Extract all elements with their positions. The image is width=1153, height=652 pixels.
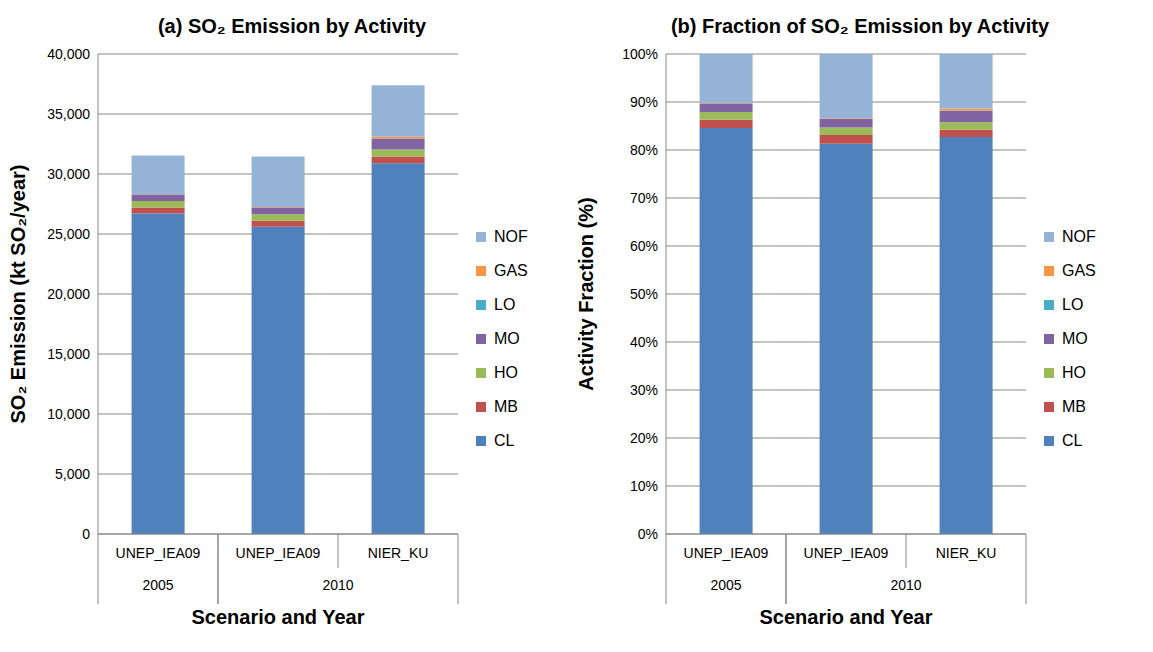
svg-text:0: 0 — [82, 526, 90, 542]
html-text:MB: MB — [1062, 398, 1086, 415]
html-text:MO: MO — [1062, 330, 1088, 347]
svg-text:80%: 80% — [630, 142, 658, 158]
svg-text:UNEP_IEA09: UNEP_IEA09 — [684, 545, 769, 561]
svg-text:2010: 2010 — [322, 577, 353, 593]
svg-text:35,000: 35,000 — [47, 106, 90, 122]
svg-text:20,000: 20,000 — [47, 286, 90, 302]
html-text:(a) SO₂ Emission by Activity: (a) SO₂ Emission by Activity — [157, 15, 427, 37]
svg-text:5,000: 5,000 — [55, 466, 90, 482]
html-text:GAS: GAS — [1062, 262, 1096, 279]
html-text:(b) Fraction of SO₂ Emission b: (b) Fraction of SO₂ Emission by Activity — [670, 15, 1050, 37]
svg-text:10%: 10% — [630, 478, 658, 494]
html-text:CL: CL — [1062, 432, 1083, 449]
svg-text:25,000: 25,000 — [47, 226, 90, 242]
svg-text:Scenario and Year: Scenario and Year — [191, 606, 364, 628]
svg-text:90%: 90% — [630, 94, 658, 110]
html-text:NOF: NOF — [1062, 228, 1096, 245]
svg-text:60%: 60% — [630, 238, 658, 254]
svg-text:NIER_KU: NIER_KU — [368, 545, 429, 561]
svg-text:30%: 30% — [630, 382, 658, 398]
svg-text:UNEP_IEA09: UNEP_IEA09 — [804, 545, 889, 561]
svg-text:50%: 50% — [630, 286, 658, 302]
svg-text:2010: 2010 — [890, 577, 921, 593]
html-text:MO: MO — [494, 330, 520, 347]
svg-text:40%: 40% — [630, 334, 658, 350]
html-text:CL: CL — [494, 432, 515, 449]
svg-text:0%: 0% — [638, 526, 658, 542]
svg-text:SO₂ Emission (kt SO₂/year): SO₂ Emission (kt SO₂/year) — [8, 165, 29, 424]
svg-text:UNEP_IEA09: UNEP_IEA09 — [236, 545, 321, 561]
svg-text:2005: 2005 — [142, 577, 173, 593]
svg-text:2005: 2005 — [710, 577, 741, 593]
svg-text:Activity Fraction (%): Activity Fraction (%) — [576, 197, 597, 390]
html-text:NOF: NOF — [494, 228, 528, 245]
svg-text:15,000: 15,000 — [47, 346, 90, 362]
svg-text:70%: 70% — [630, 190, 658, 206]
html-text:HO: HO — [1062, 364, 1086, 381]
html-text:LO: LO — [494, 296, 516, 313]
svg-text:10,000: 10,000 — [47, 406, 90, 422]
html-text:HO: HO — [494, 364, 518, 381]
svg-text:UNEP_IEA09: UNEP_IEA09 — [116, 545, 201, 561]
svg-text:30,000: 30,000 — [47, 166, 90, 182]
svg-text:NIER_KU: NIER_KU — [936, 545, 997, 561]
svg-text:Scenario and Year: Scenario and Year — [759, 606, 932, 628]
svg-text:40,000: 40,000 — [47, 46, 90, 62]
html-text:LO: LO — [1062, 296, 1084, 313]
html-text:GAS: GAS — [494, 262, 528, 279]
svg-text:100%: 100% — [622, 46, 658, 62]
svg-text:20%: 20% — [630, 430, 658, 446]
html-text:MB: MB — [494, 398, 518, 415]
